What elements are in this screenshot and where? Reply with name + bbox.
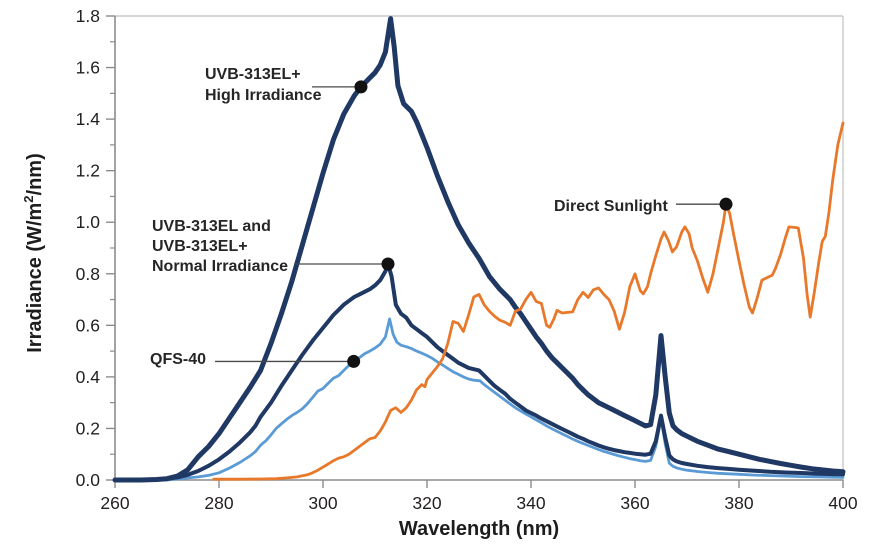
annotation-dot-qfs <box>347 354 361 368</box>
x-tick-label: 380 <box>724 493 753 513</box>
y-tick-label: 0.2 <box>76 418 100 438</box>
x-tick-label: 360 <box>620 493 649 513</box>
x-tick-label: 260 <box>100 493 129 513</box>
y-tick-label: 1.2 <box>76 161 100 181</box>
x-tick-label: 280 <box>204 493 233 513</box>
annotation-label-line: QFS-40 <box>150 351 207 368</box>
y-axis-title: Irradiance (W/m2/nm) <box>21 153 47 353</box>
series-line-direct-sunlight <box>212 121 845 481</box>
annotation-dot-normal <box>381 257 395 271</box>
x-tick-label: 340 <box>516 493 545 513</box>
y-axis-ticks: 0.0 0.2 0.4 0.6 0.8 1.0 1.2 1.4 1.6 1.8 <box>76 6 115 490</box>
y-axis-title-pre: Irradiance (W/m <box>23 202 46 353</box>
y-tick-label: 1.0 <box>76 212 101 232</box>
annotation-label-line: UVB-313EL+ <box>205 66 301 83</box>
y-tick-label: 0.6 <box>76 315 100 335</box>
x-tick-label: 300 <box>308 493 337 513</box>
y-tick-label: 1.8 <box>76 6 100 26</box>
y-tick-label: 1.4 <box>76 109 101 129</box>
y-tick-label: 0.8 <box>76 264 100 284</box>
annotation-label-line: UVB-313EL and <box>152 218 271 235</box>
annotation-label-line: Direct Sunlight <box>554 198 668 215</box>
annotation-dot-high <box>354 80 368 94</box>
x-tick-label: 320 <box>412 493 441 513</box>
annotation-dot-sunlight <box>719 197 733 211</box>
annotation-label-line: Normal Irradiance <box>152 258 289 275</box>
series-line-uvb-313el-high-irradiance <box>112 16 846 483</box>
annotation-label-line: High Irradiance <box>205 87 322 104</box>
y-tick-label: 1.6 <box>76 58 100 78</box>
y-tick-label: 0.0 <box>76 470 101 490</box>
annotation-label-high: UVB-313EL+ High Irradiance <box>205 64 321 106</box>
y-axis-title-post: /nm) <box>23 153 46 196</box>
x-axis-ticks: 260 280 300 320 340 360 380 400 <box>100 480 858 513</box>
y-tick-label: 0.4 <box>76 367 101 387</box>
annotation-label-qfs: QFS-40 <box>150 350 206 370</box>
x-tick-label: 400 <box>828 493 857 513</box>
y-axis-title-superscript: 2 <box>21 195 37 203</box>
annotation-label-sunlight: Direct Sunlight <box>554 197 668 217</box>
annotation-label-line: UVB-313EL+ <box>152 238 248 255</box>
series-line-uvb-313el-and-uvb-313el-normal-irradiance <box>113 262 845 482</box>
x-axis-title: Wavelength (nm) <box>398 518 560 540</box>
annotation-label-normal: UVB-313EL and UVB-313EL+ Normal Irradiance <box>152 217 288 277</box>
